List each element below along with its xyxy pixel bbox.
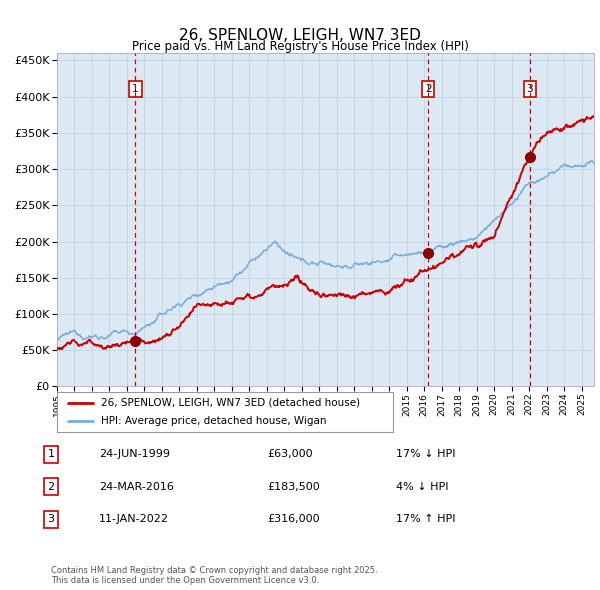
Text: £316,000: £316,000	[267, 514, 320, 524]
Text: £183,500: £183,500	[267, 482, 320, 491]
Text: 11-JAN-2022: 11-JAN-2022	[99, 514, 169, 524]
Text: Contains HM Land Registry data © Crown copyright and database right 2025.
This d: Contains HM Land Registry data © Crown c…	[51, 566, 377, 585]
Text: 26, SPENLOW, LEIGH, WN7 3ED (detached house): 26, SPENLOW, LEIGH, WN7 3ED (detached ho…	[101, 398, 360, 408]
Text: 24-MAR-2016: 24-MAR-2016	[99, 482, 174, 491]
Text: 17% ↑ HPI: 17% ↑ HPI	[396, 514, 455, 524]
Text: £63,000: £63,000	[267, 450, 313, 459]
Text: 2: 2	[425, 84, 431, 94]
Text: 4% ↓ HPI: 4% ↓ HPI	[396, 482, 449, 491]
Text: 3: 3	[526, 84, 533, 94]
Text: 24-JUN-1999: 24-JUN-1999	[99, 450, 170, 459]
Text: 3: 3	[47, 514, 55, 524]
Text: 1: 1	[47, 450, 55, 459]
Text: 17% ↓ HPI: 17% ↓ HPI	[396, 450, 455, 459]
Text: 2: 2	[47, 482, 55, 491]
Text: HPI: Average price, detached house, Wigan: HPI: Average price, detached house, Wiga…	[101, 416, 326, 426]
Text: Price paid vs. HM Land Registry's House Price Index (HPI): Price paid vs. HM Land Registry's House …	[131, 40, 469, 53]
Text: 26, SPENLOW, LEIGH, WN7 3ED: 26, SPENLOW, LEIGH, WN7 3ED	[179, 28, 421, 43]
Text: 1: 1	[132, 84, 139, 94]
